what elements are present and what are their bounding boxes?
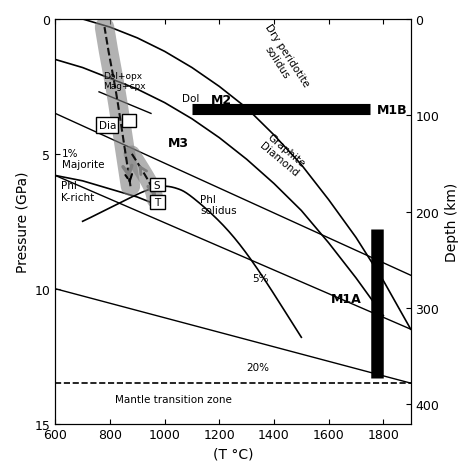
Y-axis label: Depth (km): Depth (km) [445, 182, 459, 261]
Text: M1B: M1B [376, 104, 407, 117]
Text: Phl
solidus: Phl solidus [200, 194, 237, 216]
X-axis label: (T °C): (T °C) [213, 447, 253, 461]
Text: Phl
K-richt: Phl K-richt [61, 181, 94, 202]
Text: Mantle transition zone: Mantle transition zone [116, 394, 232, 404]
Text: T: T [154, 198, 160, 208]
Text: M3: M3 [167, 137, 188, 149]
Text: 5%: 5% [252, 273, 269, 283]
Text: M1A: M1A [331, 293, 362, 306]
FancyBboxPatch shape [122, 115, 136, 128]
Text: S: S [154, 180, 160, 190]
FancyBboxPatch shape [150, 178, 164, 192]
Text: M2: M2 [211, 93, 232, 107]
FancyBboxPatch shape [96, 118, 118, 133]
Text: Graphite
Diamond: Graphite Diamond [257, 131, 307, 178]
Text: 20%: 20% [246, 362, 270, 372]
Text: Dry peridotite
solidus: Dry peridotite solidus [253, 23, 311, 95]
FancyBboxPatch shape [150, 196, 164, 209]
Text: 1%
Majorite: 1% Majorite [62, 149, 105, 170]
Text: Dol+opx
Mag+cpx: Dol+opx Mag+cpx [103, 72, 146, 91]
Y-axis label: Pressure (GPa): Pressure (GPa) [15, 171, 29, 272]
Text: Dol: Dol [182, 94, 200, 104]
Text: Dia: Dia [99, 120, 116, 130]
